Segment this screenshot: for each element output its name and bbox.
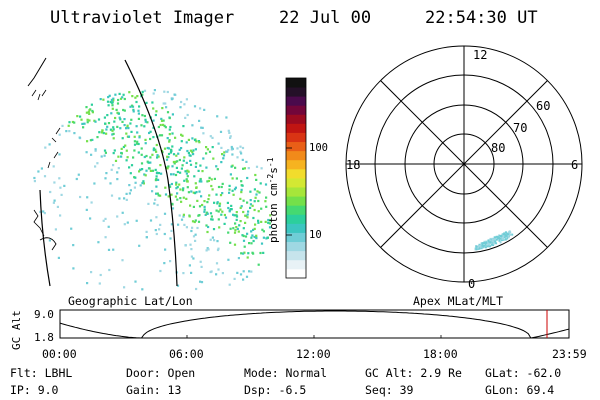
polar-aurora-pixels	[474, 230, 514, 251]
dsp-info: Dsp: -6.5	[244, 383, 307, 397]
geo-latitude-line	[39, 189, 51, 287]
geographic-label: Geographic Lat/Lon	[68, 294, 193, 308]
coastline-top	[27, 57, 47, 87]
coastline-bay	[39, 237, 57, 251]
colorbar-tick-100: 100	[309, 142, 328, 154]
image-date: 22 Jul 00	[279, 8, 372, 28]
time-tick-0000: 00:00	[42, 347, 77, 361]
time-tick-1800: 18:00	[423, 347, 458, 361]
time-tick-2359: 23:59	[552, 347, 587, 361]
instrument-title: Ultraviolet Imager	[50, 8, 235, 28]
gain-info: Gain: 13	[126, 383, 182, 397]
apex-polar-plot: 12 18 6 0 60 70 80	[345, 45, 583, 291]
mlt-label-0: 0	[468, 277, 475, 291]
mode-info: Mode: Normal	[244, 366, 328, 380]
apex-label: Apex MLat/MLT	[413, 294, 504, 308]
coastline-lower	[33, 209, 45, 237]
filter-info: Flt: LBHL	[10, 366, 73, 380]
colorbar-tick-10: 10	[309, 229, 322, 241]
ip-info: IP: 9.0	[10, 383, 59, 397]
colorbar-unit-label: photon cm-2s-1	[266, 157, 280, 243]
aurora-emission-pixels	[33, 89, 272, 291]
mlt-line-diag-2	[380, 80, 548, 248]
mlat-label-60: 60	[536, 99, 550, 113]
altitude-tick-min: 1.8	[34, 331, 54, 344]
image-time: 22:54:30 UT	[425, 8, 538, 28]
time-tick-1200: 12:00	[296, 347, 331, 361]
glon-info: GLon: 69.4	[485, 383, 555, 397]
time-tick-0600: 06:00	[169, 347, 204, 361]
altitude-tick-max: 9.0	[34, 308, 54, 321]
mlt-label-18: 18	[346, 158, 360, 172]
door-info: Door: Open	[126, 366, 196, 380]
geographic-auroral-image	[27, 57, 272, 291]
coastline-mid	[47, 127, 61, 169]
coastline-fragments	[31, 89, 47, 101]
mlt-label-6: 6	[571, 158, 578, 172]
mlat-label-70: 70	[513, 121, 527, 135]
altitude-axis-label: GC Alt	[10, 310, 23, 350]
glat-info: GLat: -62.0	[485, 366, 562, 380]
gc-alt-info: GC Alt: 2.9 Re	[365, 366, 462, 380]
altitude-curve	[59, 310, 570, 339]
seq-info: Seq: 39	[365, 383, 414, 397]
geo-longitude-line	[124, 59, 178, 287]
altitude-plot: GC Alt 9.0 1.8	[10, 308, 570, 350]
color-scale-bar: 100 10 photon cm-2s-1	[266, 77, 328, 279]
altitude-frame	[59, 309, 570, 339]
mlat-label-80: 80	[491, 141, 505, 155]
mlt-label-12: 12	[473, 48, 487, 62]
